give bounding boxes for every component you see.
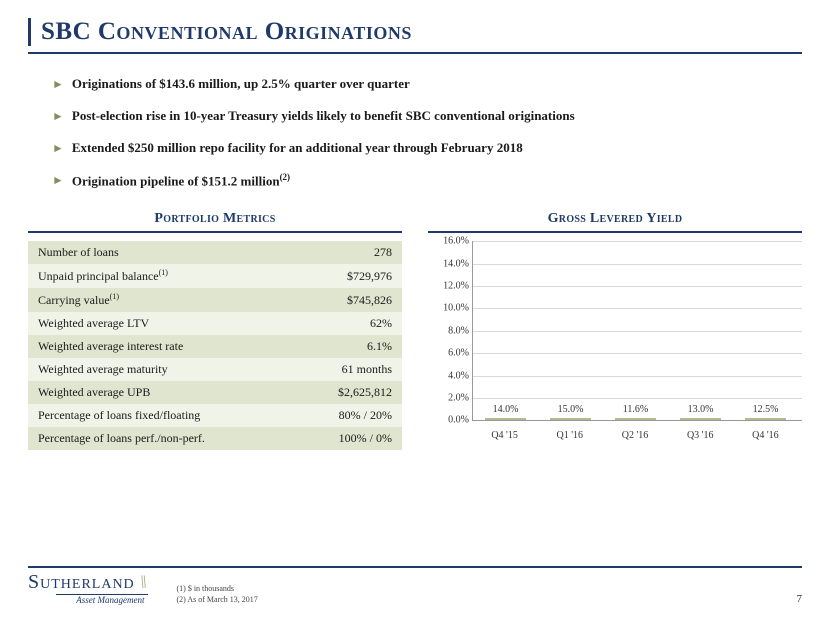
bar-slot: 14.0% (473, 418, 538, 420)
title-underline (28, 52, 802, 54)
bullet-text: Post-election rise in 10-year Treasury y… (72, 108, 575, 124)
table-row: Weighted average LTV62% (28, 312, 402, 335)
y-tick-label: 10.0% (429, 303, 469, 314)
metric-value: 61 months (296, 358, 402, 381)
bar-value-label: 13.0% (688, 404, 714, 415)
bar: 14.0% (485, 418, 525, 420)
footer: Sutherland ⑊ Asset Management (1) $ in t… (28, 566, 802, 605)
bar-slot: 11.6% (603, 418, 668, 420)
y-tick-label: 2.0% (429, 392, 469, 403)
bullet-item: ► Post-election rise in 10-year Treasury … (52, 108, 802, 124)
metric-value: 278 (296, 241, 402, 264)
chart-header: Gross Levered Yield (428, 211, 802, 233)
metric-value: $2,625,812 (296, 381, 402, 404)
table-row: Weighted average UPB$2,625,812 (28, 381, 402, 404)
x-tick-label: Q4 '15 (472, 430, 537, 441)
table-row: Weighted average interest rate6.1% (28, 335, 402, 358)
logo-text: Sutherland (28, 572, 135, 592)
y-tick-label: 8.0% (429, 325, 469, 336)
metrics-table: Number of loans278Unpaid principal balan… (28, 241, 402, 450)
metric-label: Percentage of loans fixed/floating (28, 404, 296, 427)
bullet-text: Origination pipeline of $151.2 million(2… (72, 172, 290, 189)
x-tick-label: Q2 '16 (602, 430, 667, 441)
content-row: Portfolio Metrics Number of loans278Unpa… (28, 211, 802, 450)
metric-label: Unpaid principal balance(1) (28, 264, 296, 288)
logo: Sutherland ⑊ Asset Management (28, 572, 148, 605)
bar-value-label: 15.0% (558, 404, 584, 415)
metric-label: Carrying value(1) (28, 288, 296, 312)
metric-label: Percentage of loans perf./non-perf. (28, 427, 296, 450)
bars-container: 14.0% 15.0% 11.6% 13.0% 12.5% (473, 241, 798, 420)
metric-label: Number of loans (28, 241, 296, 264)
metrics-panel: Portfolio Metrics Number of loans278Unpa… (28, 211, 402, 450)
bullet-text: Extended $250 million repo facility for … (72, 140, 523, 156)
x-tick-label: Q3 '16 (668, 430, 733, 441)
bullet-item: ► Extended $250 million repo facility for… (52, 140, 802, 156)
bullet-marker-icon: ► (52, 173, 64, 188)
x-tick-label: Q4 '16 (733, 430, 798, 441)
slide: SBC Conventional Originations ► Originati… (0, 0, 830, 623)
logo-subtitle: Asset Management (56, 594, 148, 605)
bar-value-label: 11.6% (623, 404, 648, 415)
metric-value: 6.1% (296, 335, 402, 358)
page-number: 7 (797, 593, 803, 605)
footer-rule (28, 566, 802, 568)
bar-chart: 0.0%2.0%4.0%6.0%8.0%10.0%12.0%14.0%16.0%… (428, 241, 802, 449)
y-tick-label: 16.0% (429, 236, 469, 247)
metric-label: Weighted average LTV (28, 312, 296, 335)
chart-panel: Gross Levered Yield 0.0%2.0%4.0%6.0%8.0%… (428, 211, 802, 450)
x-axis-labels: Q4 '15Q1 '16Q2 '16Q3 '16Q4 '16 (472, 430, 798, 441)
logo-main: Sutherland ⑊ (28, 572, 148, 592)
y-tick-label: 14.0% (429, 258, 469, 269)
metric-value: 100% / 0% (296, 427, 402, 450)
bullet-item: ► Origination pipeline of $151.2 million(… (52, 172, 802, 189)
metric-value: $745,826 (296, 288, 402, 312)
table-row: Unpaid principal balance(1)$729,976 (28, 264, 402, 288)
metrics-header: Portfolio Metrics (28, 211, 402, 233)
x-tick-label: Q1 '16 (537, 430, 602, 441)
metric-value: 62% (296, 312, 402, 335)
y-tick-label: 4.0% (429, 370, 469, 381)
metric-label: Weighted average maturity (28, 358, 296, 381)
bar: 11.6% (615, 418, 655, 420)
table-row: Number of loans278 (28, 241, 402, 264)
metric-value: 80% / 20% (296, 404, 402, 427)
footer-row: Sutherland ⑊ Asset Management (1) $ in t… (28, 572, 802, 605)
footnotes: (1) $ in thousands(2) As of March 13, 20… (176, 584, 257, 605)
y-tick-label: 6.0% (429, 348, 469, 359)
bullet-item: ► Originations of $143.6 million, up 2.5%… (52, 76, 802, 92)
bullet-marker-icon: ► (52, 109, 64, 124)
bullet-text: Originations of $143.6 million, up 2.5% … (72, 76, 410, 92)
logo-swoosh-icon: ⑊ (137, 573, 149, 591)
bar-slot: 13.0% (668, 418, 733, 420)
bar-slot: 12.5% (733, 418, 798, 420)
metric-label: Weighted average UPB (28, 381, 296, 404)
bar: 15.0% (550, 418, 590, 420)
table-row: Percentage of loans fixed/floating80% / … (28, 404, 402, 427)
bar: 12.5% (745, 418, 785, 420)
title-block: SBC Conventional Originations (28, 18, 802, 46)
bar-value-label: 14.0% (493, 404, 519, 415)
bar-slot: 15.0% (538, 418, 603, 420)
bar: 13.0% (680, 418, 720, 420)
table-row: Carrying value(1)$745,826 (28, 288, 402, 312)
bullet-list: ► Originations of $143.6 million, up 2.5%… (52, 76, 802, 189)
chart-grid: 0.0%2.0%4.0%6.0%8.0%10.0%12.0%14.0%16.0%… (472, 241, 802, 421)
metric-value: $729,976 (296, 264, 402, 288)
bullet-marker-icon: ► (52, 141, 64, 156)
page-title: SBC Conventional Originations (41, 18, 802, 46)
bullet-marker-icon: ► (52, 77, 64, 92)
table-row: Weighted average maturity61 months (28, 358, 402, 381)
footnote-line: (1) $ in thousands (176, 584, 257, 594)
footnote-line: (2) As of March 13, 2017 (176, 595, 257, 605)
y-tick-label: 0.0% (429, 415, 469, 426)
bar-value-label: 12.5% (753, 404, 779, 415)
table-row: Percentage of loans perf./non-perf.100% … (28, 427, 402, 450)
y-tick-label: 12.0% (429, 281, 469, 292)
metric-label: Weighted average interest rate (28, 335, 296, 358)
